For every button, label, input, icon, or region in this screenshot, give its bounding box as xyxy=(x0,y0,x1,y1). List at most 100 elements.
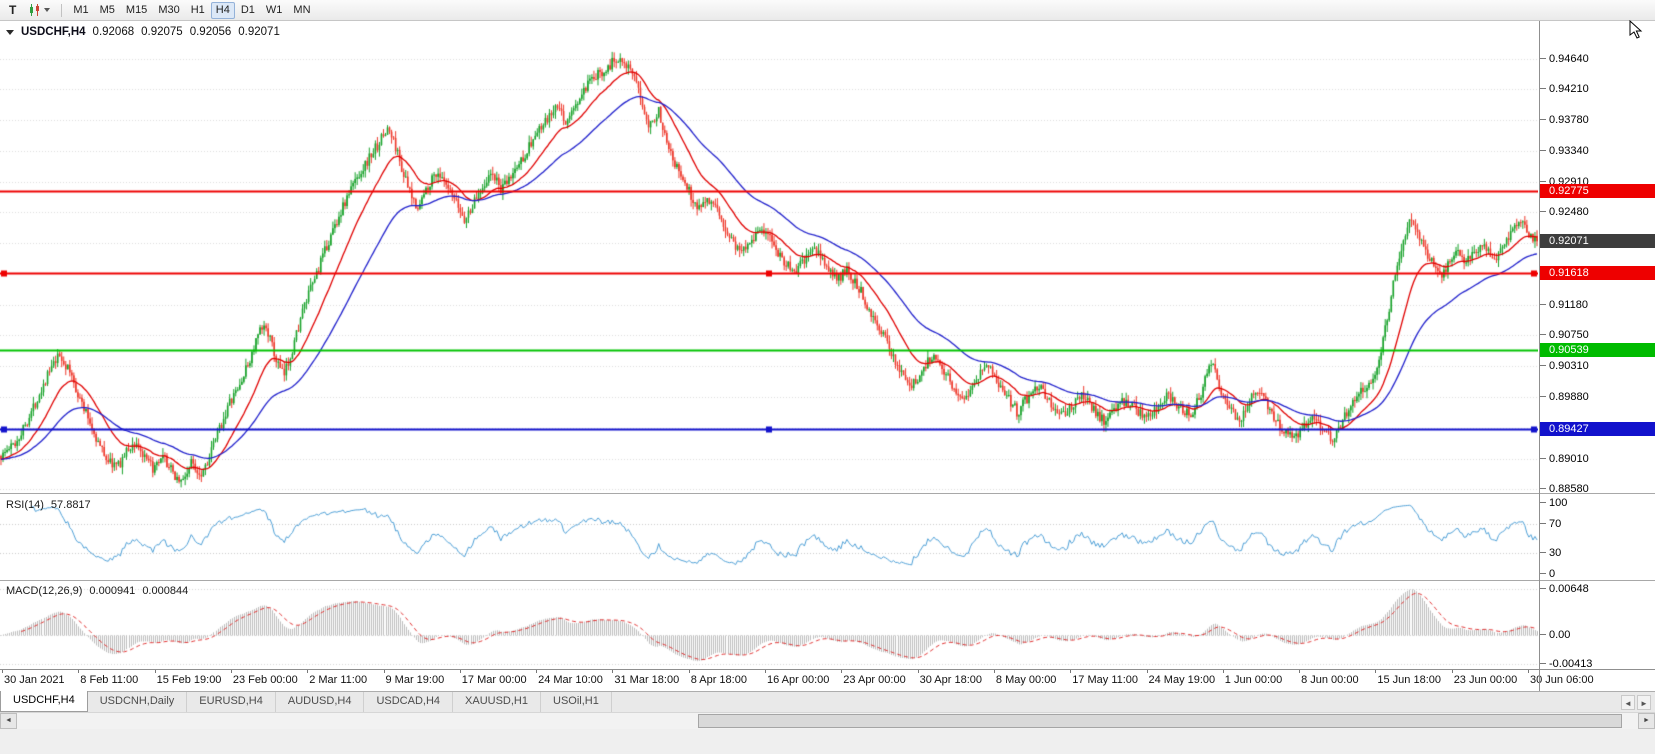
dropdown-arrow-icon xyxy=(44,8,51,12)
time-axis-tick xyxy=(536,670,538,673)
time-axis-label: 24 May 19:00 xyxy=(1148,674,1216,686)
price-axis-label: 0.90310 xyxy=(1540,360,1589,373)
timeframe-button-m15[interactable]: M15 xyxy=(121,2,152,19)
chart-tab-usdchf-h4[interactable]: USDCHF,H4 xyxy=(0,691,88,712)
time-axis-label: 23 Jun 00:00 xyxy=(1453,674,1518,686)
time-axis-label: 8 Apr 18:00 xyxy=(690,674,747,686)
price-badge-support-green: 0.90539 xyxy=(1540,343,1655,358)
time-axis-tick xyxy=(1070,670,1072,673)
price-axis-border xyxy=(1539,21,1540,691)
rsi-value: 57.8817 xyxy=(50,499,91,511)
price-badge-resistance-upper: 0.92775 xyxy=(1540,184,1655,199)
time-axis-label: 30 Apr 18:00 xyxy=(919,674,982,686)
price-axis-label: 0.91180 xyxy=(1540,298,1588,311)
time-axis-label: 17 May 11:00 xyxy=(1072,674,1139,686)
rsi-axis-label: 70 xyxy=(1539,518,1562,531)
time-axis-tick xyxy=(688,670,690,673)
open-value: 0.92068 xyxy=(92,26,135,38)
price-axis-label: 0.94640 xyxy=(1540,52,1589,65)
chart-tools-button[interactable]: T xyxy=(4,2,21,19)
macd-axis-label: -0.00413 xyxy=(1539,658,1593,671)
time-axis-tick xyxy=(1222,670,1224,673)
time-axis-tick xyxy=(841,670,843,673)
price-axis-label: 0.89880 xyxy=(1540,391,1589,404)
tab-scroll-left-button[interactable]: ◄ xyxy=(1621,695,1635,710)
rsi-pane-canvas[interactable] xyxy=(0,495,1538,579)
high-value: 0.92075 xyxy=(141,26,183,38)
low-value: 0.92056 xyxy=(189,26,232,38)
timeframe-button-d1[interactable]: D1 xyxy=(236,2,260,19)
time-axis-label: 15 Jun 18:00 xyxy=(1377,674,1442,686)
timeframe-button-m5[interactable]: M5 xyxy=(95,2,120,19)
timeframe-button-group: M1 M5 M15 M30 H1 H4 D1 W1 MN xyxy=(68,1,315,19)
price-axis-label: 0.90750 xyxy=(1540,329,1589,342)
time-axis-tick xyxy=(765,670,766,673)
chart-style-button[interactable] xyxy=(23,2,55,19)
time-axis-tick xyxy=(1299,670,1301,673)
chart-symbol-label: USDCHF,H4 xyxy=(21,26,86,38)
price-axis-label: 0.92480 xyxy=(1540,206,1589,219)
time-axis-tick xyxy=(1146,670,1148,673)
rsi-indicator-label: RSI(14) 57.8817 xyxy=(6,499,91,511)
timeframe-button-w1[interactable]: W1 xyxy=(261,2,288,19)
chart-tab-usdcnh-daily[interactable]: USDCNH,Daily xyxy=(88,692,188,712)
chart-tab-eurusd-h4[interactable]: EURUSD,H4 xyxy=(187,692,276,712)
time-axis-label: 23 Feb 00:00 xyxy=(232,674,298,686)
mouse-cursor-icon xyxy=(1629,20,1643,39)
scroll-right-arrow[interactable]: ► xyxy=(1638,713,1655,729)
triangle-down-icon xyxy=(6,29,14,35)
main-chart-canvas[interactable] xyxy=(0,21,1538,493)
chart-tab-xauusd-h1[interactable]: XAUUSD,H1 xyxy=(453,692,541,712)
chart-tabs: USDCHF,H4 USDCNH,Daily EURUSD,H4 AUDUSD,H4 U… xyxy=(0,691,1655,712)
time-axis-label: 1 Jun 00:00 xyxy=(1224,674,1283,686)
timeframe-button-h1[interactable]: H1 xyxy=(186,2,210,19)
timeframe-button-h4[interactable]: H4 xyxy=(210,1,235,19)
scroll-left-arrow[interactable]: ◄ xyxy=(0,713,17,729)
macd-pane-canvas[interactable] xyxy=(0,581,1538,667)
price-axis-label: 0.88580 xyxy=(1540,483,1589,496)
chart-tab-usoil-h1[interactable]: USOil,H1 xyxy=(541,692,612,712)
close-value: 0.92071 xyxy=(238,26,280,38)
time-axis-tick xyxy=(154,670,156,673)
scrollbar-thumb[interactable] xyxy=(697,714,1622,728)
chart-tabs-bar: USDCHF,H4 USDCNH,Daily EURUSD,H4 AUDUSD,H4 U… xyxy=(0,691,1655,712)
pane-separator-rsi-macd[interactable] xyxy=(0,580,1655,581)
price-badge-support-blue: 0.89427 xyxy=(1540,422,1655,437)
time-axis-label: 8 Feb 11:00 xyxy=(80,674,139,686)
timeframe-button-m30[interactable]: M30 xyxy=(153,2,184,19)
time-axis-tick xyxy=(2,670,3,673)
rsi-axis-label: 0 xyxy=(1539,568,1556,580)
time-axis-label: 2 Mar 11:00 xyxy=(309,674,368,686)
window-bottom-strip xyxy=(0,729,1655,754)
price-axis-label: 0.93340 xyxy=(1540,145,1589,158)
time-axis[interactable]: 30 Jan 2021 8 Feb 11:00 15 Feb 19:00 23 Feb… xyxy=(0,669,1655,691)
macd-main-value: 0.000941 xyxy=(89,585,136,597)
time-axis-tick xyxy=(917,670,919,673)
tab-scroll-right-button[interactable]: ► xyxy=(1637,695,1651,710)
chart-tab-usdcad-h4[interactable]: USDCAD,H4 xyxy=(364,692,454,712)
candlestick-chart-icon xyxy=(30,4,40,16)
time-axis-tick xyxy=(307,670,309,673)
chart-ohlc-header: USDCHF,H4 0.92068 0.92075 0.92056 0.9207… xyxy=(6,26,280,38)
horizontal-scrollbar[interactable]: ◄ ► xyxy=(0,712,1655,729)
macd-axis-label: 0.00 xyxy=(1539,629,1571,641)
time-axis-label: 9 Mar 19:00 xyxy=(385,674,445,686)
time-axis-tick xyxy=(1375,670,1377,673)
timeframe-button-mn[interactable]: MN xyxy=(288,2,315,19)
timeframe-button-m1[interactable]: M1 xyxy=(68,2,93,19)
time-axis-tick xyxy=(1451,670,1453,673)
time-axis-label: 8 May 00:00 xyxy=(995,674,1057,686)
time-axis-tick xyxy=(612,670,614,673)
chart-tab-audusd-h4[interactable]: AUDUSD,H4 xyxy=(276,692,365,712)
time-axis-tick xyxy=(230,670,232,673)
pane-separator-main-rsi[interactable] xyxy=(0,493,1655,494)
rsi-title: RSI(14) xyxy=(6,499,44,511)
time-axis-label: 24 Mar 10:00 xyxy=(538,674,603,686)
time-axis-label: 8 Jun 00:00 xyxy=(1301,674,1359,686)
macd-title: MACD(12,26,9) xyxy=(6,585,83,597)
time-axis-label: 31 Mar 18:00 xyxy=(614,674,680,686)
toolbar-separator xyxy=(61,3,63,17)
time-axis-label: 16 Apr 00:00 xyxy=(767,674,830,686)
price-badge-current-price: 0.92071 xyxy=(1540,234,1655,249)
